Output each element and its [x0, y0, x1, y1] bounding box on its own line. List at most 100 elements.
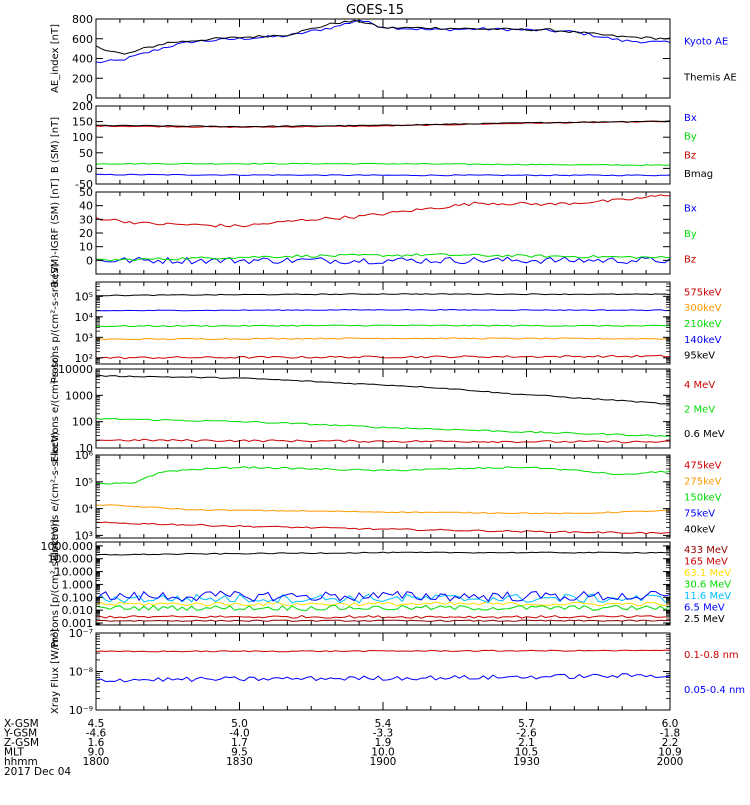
y-tick-label: 1000 [65, 389, 93, 402]
legend-entry: 300keV [684, 303, 722, 314]
series-line-11-6-mev [96, 593, 670, 604]
footer-row-label: Y-GSM [3, 728, 37, 740]
legend-entry: 4 MeV [684, 380, 715, 391]
series-line-2-5-mev [96, 551, 670, 556]
legend-entry: 0.6 MeV [684, 429, 725, 440]
panel-2: -50 0 50 100 150 200 B (SM) [nT] Bx By Bz Bmag [50, 100, 713, 191]
y-axis-label: Electrons e/(cm²-s-sr-keV) [50, 432, 61, 561]
y-tick-label: 0 [86, 254, 93, 267]
y-tick-label: 10000 [58, 363, 93, 376]
series-line-300kev [96, 337, 670, 341]
series-line-210kev [96, 324, 670, 328]
legend-entry: 165 MeV [684, 556, 728, 567]
y-axis-label: Xray Flux [W/m²] [50, 629, 61, 714]
footer-value: 6.0 [662, 718, 679, 730]
legend-entry: Bx [684, 113, 697, 124]
y-tick-label: 10⁶ [75, 449, 94, 462]
footer-value: 1800 [83, 756, 110, 768]
footer-row-label: hhmm [4, 756, 38, 768]
panel-6-series [96, 466, 670, 535]
legend-entry: 140keV [684, 335, 722, 346]
footer-value: 1930 [513, 756, 540, 768]
footer-value: 1.6 [88, 737, 105, 749]
footer-value: 10.0 [371, 747, 394, 759]
legend-entry: Bz [684, 255, 696, 266]
y-tick-label: 100 [72, 416, 93, 429]
y-tick-label: 200 [72, 100, 93, 113]
legend-entry: By [684, 229, 697, 240]
series-line-63-1-mev [96, 601, 670, 607]
y-tick-label: 50 [79, 186, 93, 199]
series-line-6-5-mev [96, 590, 670, 603]
legend-entry: Themis AE [683, 72, 737, 83]
ephemeris-footer: X-GSM 4.5 5.0 5.4 5.7 6.0 Y-GSM -4.6 -4.0 -3.3 -2.… [3, 718, 683, 768]
legend-entry: 30.6 MeV [684, 580, 731, 591]
y-tick-label: 10 [79, 241, 93, 254]
series-line-bz [96, 194, 670, 228]
panel-6: 10³ 10⁴ 10⁵ 10⁶ Electrons e/(cm²-s-sr-keV) 47… [50, 432, 722, 561]
panel-8: 10⁻⁹ 10⁻⁸ 10⁻⁷ Xray Flux [W/m²] 0.1-0.8 nm 0.… [50, 627, 745, 717]
date-label: 2017 Dec 04 [4, 766, 71, 778]
y-tick-label: 200 [72, 72, 93, 85]
panel-3-series [96, 194, 670, 265]
legend-entry: 63.1 MeV [684, 568, 731, 579]
series-line-0-05-0-4-nm [96, 673, 670, 683]
footer-value: 1.7 [231, 737, 248, 749]
y-tick-label: 1.000 [62, 578, 94, 591]
y-tick-label: 10³ [75, 331, 93, 344]
series-line-bx [96, 173, 670, 177]
y-tick-label: 0.100 [62, 591, 94, 604]
y-tick-label: 10⁴ [75, 503, 94, 516]
series-line-bmag [96, 120, 670, 128]
series-line-30-6-mev [96, 604, 670, 612]
series-line-0-6-mev [96, 374, 670, 405]
legend-entry: 40keV [684, 524, 715, 535]
legend-entry: 75keV [684, 508, 715, 519]
footer-value: -2.6 [516, 728, 537, 740]
footer-row-label: Z-GSM [4, 737, 39, 749]
series-line-475kev [96, 521, 670, 535]
y-tick-label: 400 [72, 53, 93, 66]
footer-value: -1.8 [660, 728, 681, 740]
legend-entry: 210keV [684, 319, 722, 330]
footer-value: 5.7 [518, 718, 535, 730]
legend-entry: 433 MeV [684, 545, 728, 556]
y-axis-label: AE_index [nT] [50, 24, 61, 93]
footer-row-label: X-GSM [4, 718, 39, 730]
series-line-275kev [96, 504, 670, 515]
y-tick-label: 1000.000 [41, 540, 94, 553]
legend-entry: 0.1-0.8 nm [684, 650, 739, 661]
y-tick-label: 10 [79, 442, 93, 455]
legend-entry: 475keV [684, 461, 722, 472]
legend-entry: 150keV [684, 493, 722, 504]
y-tick-label: 20 [79, 227, 93, 240]
legend-entry: 2.5 MeV [684, 614, 725, 625]
y-axis-label: Electrons e/(cm²-s-sr) [50, 355, 61, 463]
panel-4: 10² 10³ 10⁴ 10⁵ Protons p/(cm²-s-sr-keV) 575k… [50, 263, 722, 384]
series-line-by [96, 162, 670, 167]
y-tick-label: 10⁵ [75, 290, 93, 303]
y-axis-label: B (SM) [nT] [50, 117, 61, 173]
legend-entry: 0.05-0.4 nm [684, 685, 745, 696]
footer-value: 4.5 [88, 718, 105, 730]
chart-title: GOES-15 [346, 3, 404, 18]
series-line-0-1-0-8-nm [96, 649, 670, 653]
y-tick-label: 10³ [75, 529, 93, 542]
footer-value: 10.5 [515, 747, 538, 759]
panel-7: 0.0010.0100.1001.00010.000100.0001000.00… [41, 519, 732, 647]
y-axis-label: Protons p/(cm²-s-sr-keV) [50, 263, 61, 384]
footer-value: 10.9 [658, 747, 681, 759]
y-axis-label: Protons [p/(cm²-s-sr-keV)] [50, 519, 61, 647]
footer-value: 5.4 [375, 718, 392, 730]
series-line-2-mev [96, 417, 670, 437]
series-line-150kev [96, 466, 670, 485]
y-tick-label: 10⁵ [75, 476, 93, 489]
footer-value: 9.5 [231, 747, 248, 759]
legend-entry: 275keV [684, 477, 722, 488]
legend-entry: Bz [684, 150, 696, 161]
